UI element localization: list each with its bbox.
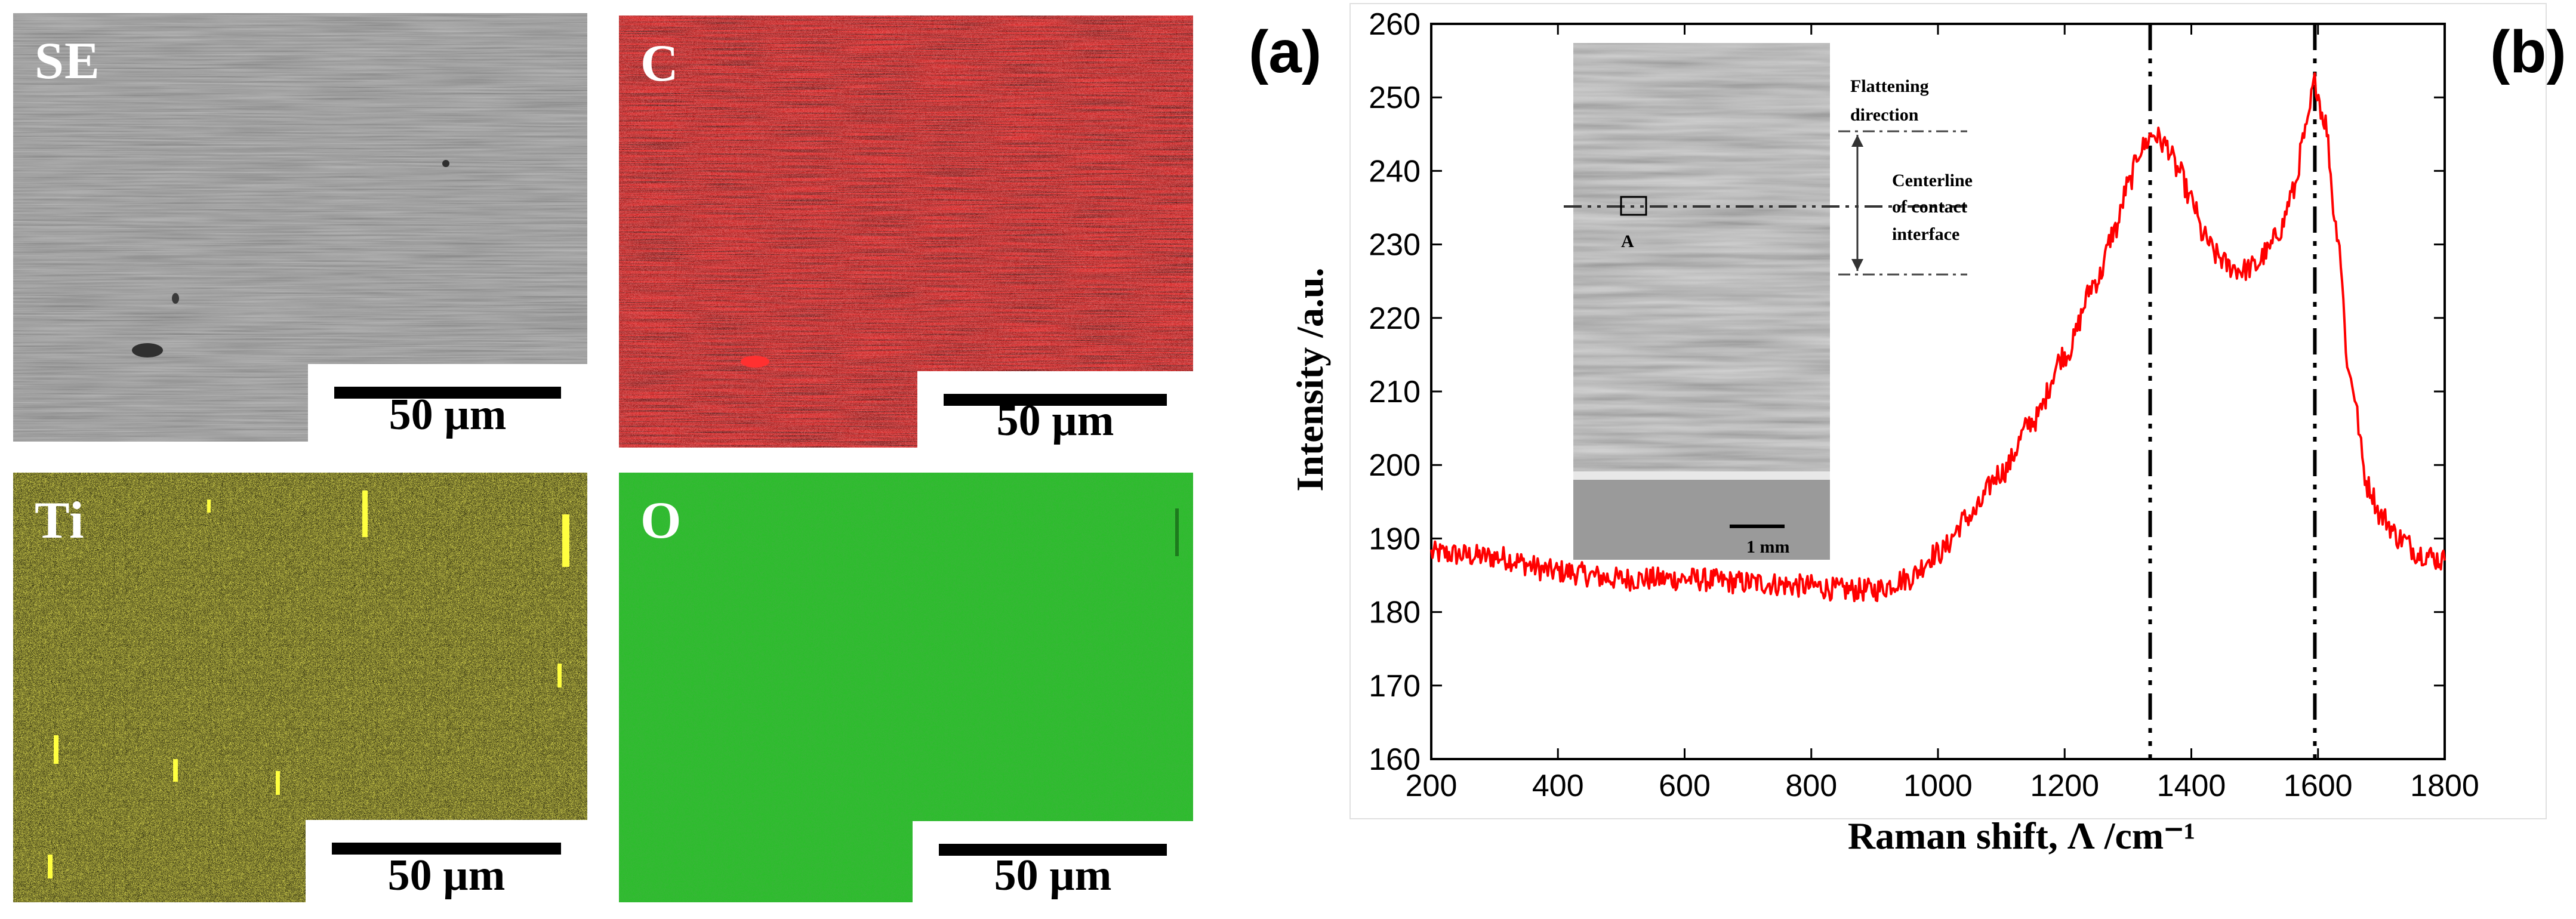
- chart-frame-outer: [1349, 3, 2547, 819]
- x-tick-label: 200: [1406, 769, 1458, 803]
- scalebar-line: [334, 387, 561, 399]
- inset-centerline-2: of contact: [1892, 197, 1967, 217]
- x-tick-label: 1000: [1903, 769, 1973, 803]
- inset-micrograph: 1 mm A Flattening direction Centerline o…: [1564, 43, 1973, 560]
- y-axis-title: Intensity /a.u.: [1289, 267, 1331, 491]
- y-tick-label: 160: [1369, 742, 1421, 777]
- scalebar-text: 50 µm: [996, 396, 1114, 445]
- plot-layer: 200 400 600 800 1000 1200 1400 1600 1800 160 170 18…: [1289, 7, 2479, 857]
- map-o-image: [619, 473, 1193, 902]
- map-se: SE 50 µm: [13, 13, 587, 442]
- y-tick-label: 170: [1369, 669, 1421, 704]
- map-se-label: SE: [35, 32, 100, 90]
- map-o-scalebar: 50 µm: [913, 821, 1193, 902]
- map-ti-streak: [362, 491, 368, 537]
- y-tick-label: 200: [1369, 448, 1421, 483]
- scalebar-text: 50 µm: [389, 390, 507, 439]
- raman-spectrum-line: [1430, 72, 2446, 603]
- y-tick-label: 210: [1369, 375, 1421, 409]
- panel-a-tag: (a): [1249, 18, 1322, 85]
- map-c-particle: [741, 356, 769, 368]
- map-ti-streak: [48, 855, 53, 878]
- panel-b-tag: (b): [2490, 18, 2566, 85]
- inset-centerline-1: Centerline: [1892, 171, 1973, 190]
- x-tick-label: 1400: [2157, 769, 2226, 803]
- y-tick-label: 190: [1369, 522, 1421, 556]
- inset-substrate: [1573, 480, 1830, 560]
- map-o: O 50 µm: [619, 473, 1193, 902]
- map-c-label: C: [640, 35, 679, 92]
- x-tick-label: 1600: [2284, 769, 2353, 803]
- inset-point-a-box: [1620, 196, 1647, 216]
- y-tick-label: 230: [1369, 228, 1421, 263]
- scalebar-text: 50 µm: [387, 851, 506, 900]
- scalebar-text: 50 µm: [994, 851, 1112, 900]
- inset-flattening-2: direction: [1850, 105, 1919, 125]
- map-ti: Ti 50 µm: [13, 473, 587, 902]
- inset-arrow-up: [1851, 135, 1863, 147]
- scalebar-line: [332, 843, 561, 855]
- inset-band: [1573, 471, 1830, 480]
- y-tick-label: 220: [1369, 301, 1421, 336]
- y-tick-label: 260: [1369, 7, 1421, 42]
- map-ti-streak: [562, 514, 569, 567]
- map-se-scalebar: 50 µm: [308, 364, 587, 442]
- scalebar-line: [944, 394, 1167, 406]
- map-ti-label: Ti: [35, 492, 85, 550]
- inset-centerline-3: interface: [1892, 224, 1959, 244]
- x-tick-label: 600: [1659, 769, 1711, 803]
- x-tick-label: 400: [1532, 769, 1584, 803]
- map-se-particle: [132, 343, 163, 357]
- map-ti-streak: [207, 499, 211, 513]
- map-o-streak: [1175, 508, 1179, 556]
- inset-arrow-down: [1851, 259, 1863, 271]
- map-ti-streak: [173, 759, 178, 782]
- y-tick-label: 240: [1369, 154, 1421, 189]
- x-axis-title: Raman shift, Λ /cm⁻¹: [1848, 815, 2195, 857]
- map-ti-streak: [276, 771, 280, 795]
- x-tick-label: 1200: [2030, 769, 2099, 803]
- map-se-image: [13, 13, 587, 442]
- scalebar-line: [939, 844, 1167, 856]
- inset-scalebar-text: 1 mm: [1746, 537, 1789, 557]
- map-o-label: O: [640, 492, 682, 550]
- map-ti-streak: [54, 735, 58, 764]
- x-tick-label: 1800: [2410, 769, 2479, 803]
- y-tick-label: 250: [1369, 81, 1421, 115]
- inset-point-a: A: [1621, 232, 1634, 251]
- y-tick-label: 180: [1369, 596, 1421, 630]
- x-tick-label: 800: [1785, 769, 1837, 803]
- map-ti-scalebar: 50 µm: [306, 820, 587, 902]
- map-c: C 50 µm: [619, 16, 1193, 448]
- inset-flattening-1: Flattening: [1850, 76, 1929, 96]
- map-ti-streak: [557, 664, 562, 687]
- map-c-scalebar: 50 µm: [917, 371, 1193, 448]
- map-se-spot: [442, 160, 449, 167]
- map-se-spot: [172, 293, 179, 304]
